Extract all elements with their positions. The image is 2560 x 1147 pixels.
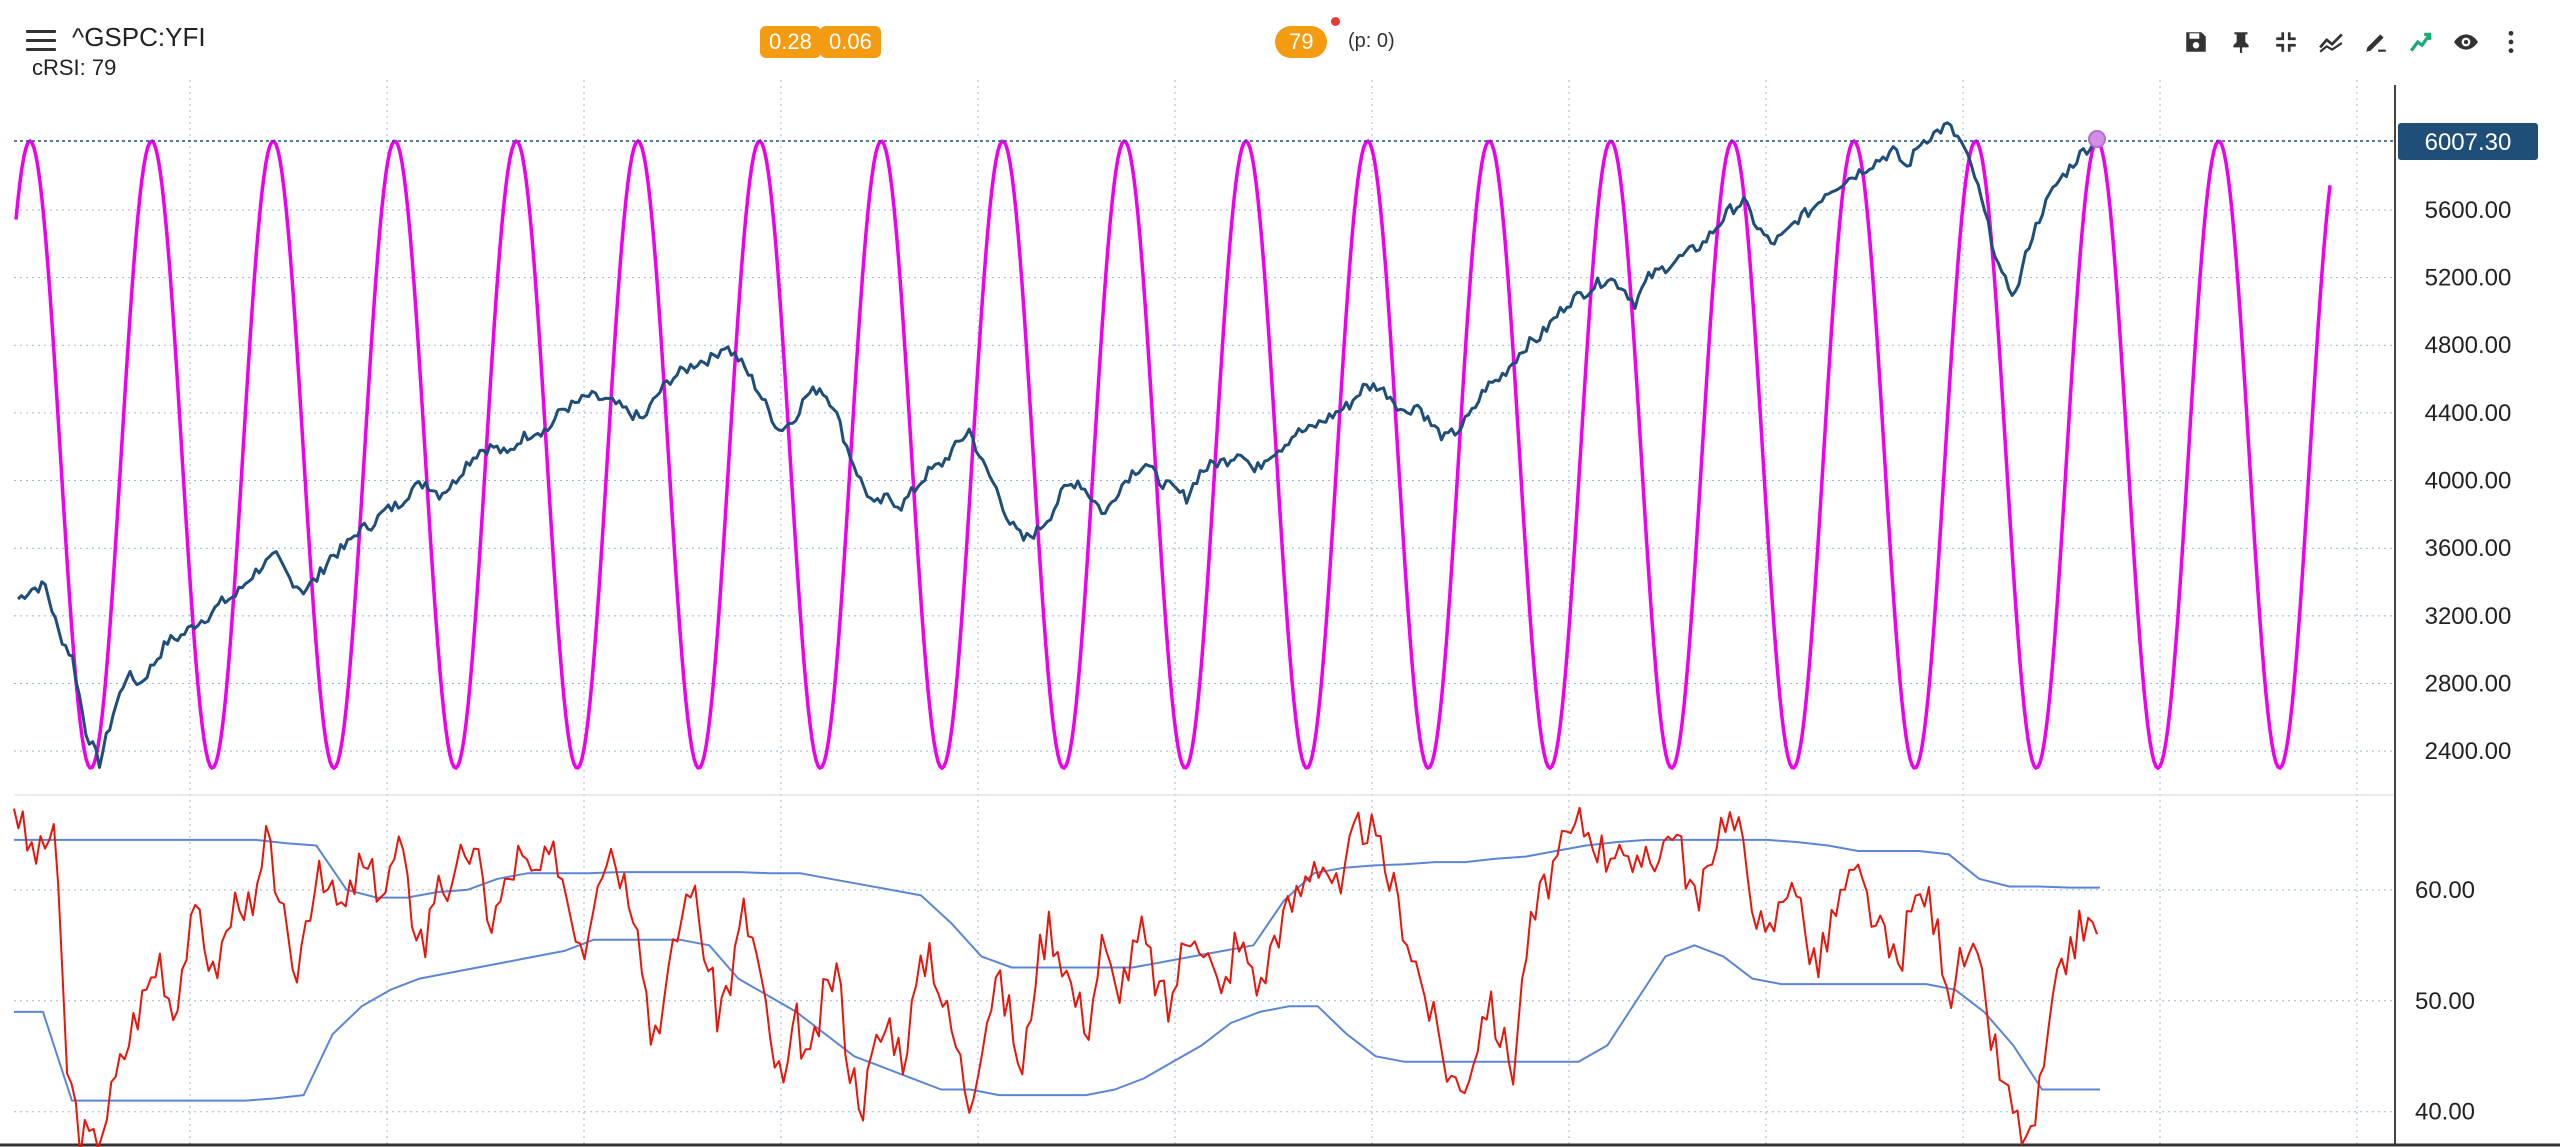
crsi-tick-label: 40.00: [2415, 1099, 2475, 1126]
last-price-marker: [2088, 130, 2106, 149]
badge-value-b[interactable]: 0.06: [820, 26, 881, 58]
chart-toolbar: ^GSPC:YFI cRSI: 79 0.28 0.06 79 (p: 0): [0, 0, 2560, 80]
trend-icon[interactable]: [2315, 26, 2347, 58]
cycle-series: [14, 138, 2332, 771]
crsi-axis[interactable]: 40.00 50.00 60.00: [2415, 877, 2475, 1126]
cycle-wave: [14, 138, 2332, 771]
crsi-line: [13, 806, 2098, 1147]
crsi-value-label: cRSI: 79: [32, 55, 117, 80]
price-tick-label: 2400.00: [2425, 738, 2512, 765]
price-tick-label: 5200.00: [2425, 265, 2512, 292]
save-icon[interactable]: [2180, 26, 2212, 58]
price-series: [16, 121, 2098, 769]
price-tick-label: 3200.00: [2425, 603, 2512, 630]
grid-lines: [0, 80, 2560, 1147]
crsi-bands: [14, 838, 2100, 1102]
period-label: (p: 0): [1348, 30, 1395, 52]
crsi-tick-label: 60.00: [2415, 877, 2475, 904]
price-tick-label: 2800.00: [2425, 671, 2512, 698]
menu-icon[interactable]: [26, 30, 56, 54]
crsi-series: [13, 806, 2098, 1147]
price-tick-label: 4800.00: [2425, 332, 2512, 359]
alert-dot: [1331, 17, 1340, 26]
compress-icon[interactable]: [2270, 26, 2302, 58]
signal-icon[interactable]: [2405, 26, 2437, 58]
last-price-label-bg: [2398, 123, 2538, 161]
badge-value-a[interactable]: 0.28: [760, 26, 821, 58]
upper-band-series: [14, 838, 2100, 969]
crsi-tick-label: 50.00: [2415, 988, 2475, 1015]
symbol-label[interactable]: ^GSPC:YFI: [72, 22, 206, 52]
price-tick-label: 5600.00: [2425, 197, 2512, 224]
lower-band-series: [14, 938, 2100, 1102]
price-axis[interactable]: 6007.30 2400.00 2800.00 3200.00 3600.00 4000.…: [2398, 123, 2538, 765]
price-tick-label: 4000.00: [2425, 468, 2512, 495]
pin-icon[interactable]: [2225, 26, 2257, 58]
price-line: [14, 121, 2395, 769]
last-price-label: 6007.30: [2425, 129, 2512, 156]
more-vertical-icon[interactable]: [2495, 26, 2527, 58]
badge-value-c[interactable]: 79: [1275, 26, 1328, 58]
draw-icon[interactable]: [2360, 26, 2392, 58]
price-tick-label: 3600.00: [2425, 535, 2512, 562]
price-tick-label: 4400.00: [2425, 400, 2512, 427]
eye-icon[interactable]: [2450, 26, 2482, 58]
